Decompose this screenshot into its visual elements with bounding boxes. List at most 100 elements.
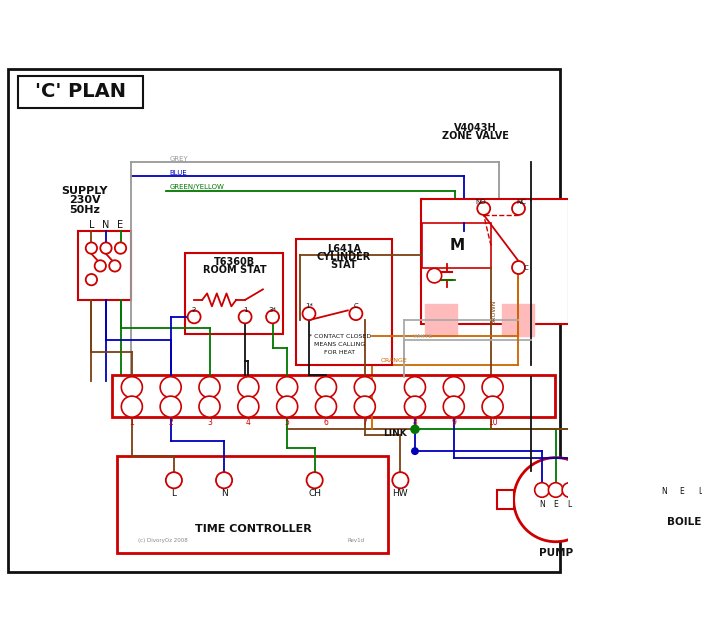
Text: E: E [117, 221, 124, 231]
Text: GREY: GREY [170, 156, 189, 162]
Text: PUMP: PUMP [538, 548, 573, 558]
Text: T6360B: T6360B [214, 257, 255, 267]
Text: CYLINDER: CYLINDER [317, 252, 371, 262]
Circle shape [411, 448, 418, 454]
Circle shape [121, 396, 143, 417]
Circle shape [411, 425, 419, 433]
Circle shape [238, 396, 259, 417]
FancyBboxPatch shape [79, 231, 131, 300]
Text: L: L [88, 221, 94, 231]
Circle shape [355, 396, 376, 417]
FancyBboxPatch shape [598, 490, 614, 510]
Text: N: N [102, 221, 110, 231]
FancyBboxPatch shape [422, 223, 491, 267]
Circle shape [95, 260, 106, 272]
Circle shape [404, 396, 425, 417]
FancyBboxPatch shape [296, 239, 392, 365]
Text: C: C [524, 265, 528, 271]
Text: 1: 1 [129, 417, 134, 426]
Circle shape [315, 377, 336, 398]
Text: CH: CH [308, 488, 321, 497]
FancyBboxPatch shape [425, 304, 457, 320]
Text: L641A: L641A [326, 244, 361, 254]
Text: MEANS CALLING: MEANS CALLING [314, 342, 365, 347]
Text: E: E [553, 500, 558, 509]
Circle shape [443, 377, 464, 398]
Circle shape [239, 310, 251, 323]
Circle shape [675, 470, 689, 485]
Circle shape [482, 377, 503, 398]
FancyBboxPatch shape [8, 69, 559, 572]
Text: NO: NO [475, 199, 486, 205]
Text: 9: 9 [451, 417, 456, 426]
Text: 7: 7 [362, 417, 367, 426]
Text: ORANGE: ORANGE [380, 358, 407, 363]
Text: 6: 6 [324, 417, 329, 426]
Text: 1: 1 [243, 308, 247, 313]
Circle shape [657, 470, 671, 485]
Circle shape [110, 260, 121, 272]
Circle shape [427, 269, 442, 283]
FancyBboxPatch shape [420, 199, 569, 324]
Circle shape [303, 307, 315, 320]
Circle shape [477, 202, 490, 215]
Circle shape [86, 242, 97, 254]
Circle shape [548, 483, 563, 497]
Text: L: L [698, 487, 702, 496]
Circle shape [514, 458, 598, 542]
Text: C: C [354, 303, 358, 310]
Text: 4: 4 [246, 417, 251, 426]
Text: 'C' PLAN: 'C' PLAN [35, 83, 126, 101]
Circle shape [277, 377, 298, 398]
Circle shape [238, 377, 259, 398]
Circle shape [307, 472, 323, 488]
Text: L: L [171, 488, 176, 497]
Circle shape [100, 242, 112, 254]
Text: N: N [220, 488, 227, 497]
Text: 8: 8 [413, 417, 417, 426]
Text: 10: 10 [488, 417, 498, 426]
Circle shape [160, 396, 181, 417]
Text: 3*: 3* [269, 308, 277, 313]
Circle shape [512, 261, 525, 274]
Circle shape [535, 483, 549, 497]
Text: BOILER: BOILER [667, 517, 702, 528]
Text: FOR HEAT: FOR HEAT [324, 350, 355, 355]
Circle shape [693, 470, 702, 485]
Text: V4043H: V4043H [454, 122, 497, 133]
Text: STAT: STAT [331, 260, 357, 270]
Text: WHITE: WHITE [413, 334, 433, 339]
Circle shape [121, 377, 143, 398]
FancyBboxPatch shape [425, 320, 457, 337]
Circle shape [187, 310, 201, 323]
Circle shape [562, 483, 577, 497]
Circle shape [160, 377, 181, 398]
Text: 2: 2 [192, 308, 197, 313]
Text: 230V: 230V [69, 196, 101, 205]
FancyBboxPatch shape [501, 320, 534, 337]
Text: N: N [661, 487, 667, 496]
Circle shape [355, 377, 376, 398]
Circle shape [115, 242, 126, 254]
Text: GREEN/YELLOW: GREEN/YELLOW [170, 185, 225, 190]
Circle shape [166, 472, 182, 488]
Text: 1*: 1* [305, 303, 313, 310]
Text: NC: NC [517, 199, 526, 205]
FancyBboxPatch shape [185, 253, 283, 334]
FancyBboxPatch shape [501, 304, 534, 320]
Text: BLUE: BLUE [170, 170, 187, 176]
Text: L: L [567, 500, 571, 509]
Circle shape [315, 396, 336, 417]
Text: 2: 2 [168, 417, 173, 426]
Circle shape [512, 202, 525, 215]
Text: BROWN: BROWN [491, 300, 497, 324]
Text: ZONE VALVE: ZONE VALVE [442, 131, 509, 142]
Circle shape [443, 396, 464, 417]
Text: ROOM STAT: ROOM STAT [203, 265, 266, 275]
Circle shape [392, 472, 409, 488]
Text: M: M [449, 238, 465, 253]
Circle shape [266, 310, 279, 323]
Circle shape [482, 396, 503, 417]
Text: HW: HW [392, 488, 408, 497]
Text: 3: 3 [207, 417, 212, 426]
